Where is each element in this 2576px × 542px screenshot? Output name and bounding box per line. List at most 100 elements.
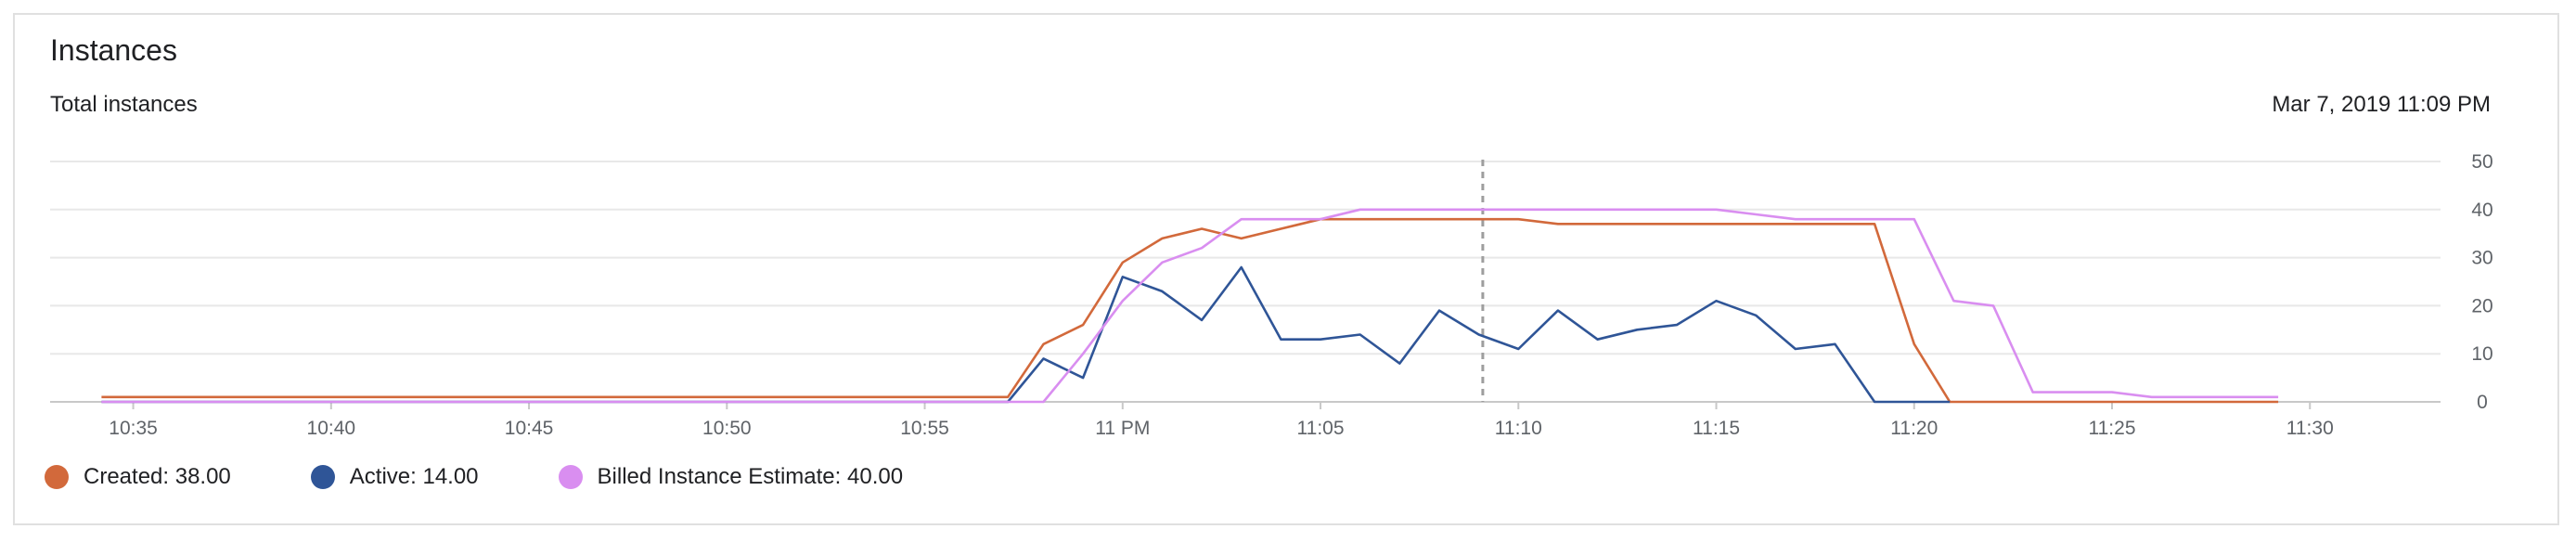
x-tick-label: 11:05	[1297, 418, 1345, 439]
y-tick-label-20: 20	[2471, 295, 2492, 316]
data-point-created	[1674, 221, 1680, 226]
y-tick-label-50: 50	[2471, 151, 2492, 173]
data-point-created	[1753, 221, 1758, 226]
data-point-billed	[1436, 207, 1442, 213]
data-point-active	[1947, 399, 1952, 405]
data-point-active	[1793, 346, 1798, 352]
data-point-billed	[1674, 207, 1680, 213]
data-point-billed	[1912, 216, 1917, 222]
legend-item-created[interactable]: Created: 38.00	[45, 464, 231, 490]
data-point-active	[1199, 317, 1204, 323]
legend-item-active[interactable]: Active: 14.00	[310, 464, 479, 490]
data-point-billed	[1833, 216, 1838, 222]
data-point-billed	[2109, 390, 2115, 395]
data-point-billed	[1080, 351, 1086, 356]
legend-item-billed[interactable]: Billed Instance Estimate: 40.00	[558, 464, 903, 490]
data-point-created	[1714, 221, 1719, 226]
data-point-billed	[1358, 207, 1363, 213]
x-tick-label: 11 PM	[1095, 418, 1150, 439]
data-point-billed	[98, 399, 104, 405]
data-point-billed	[1872, 216, 1877, 222]
data-point-active	[1753, 313, 1758, 318]
chart-subtitle: Total instances	[50, 92, 198, 117]
data-point-billed	[1239, 216, 1244, 222]
data-point-active	[1239, 265, 1244, 270]
data-point-created	[1595, 221, 1601, 226]
data-point-created	[1634, 221, 1640, 226]
data-point-created	[1278, 226, 1283, 232]
legend-swatch-created	[45, 465, 69, 489]
legend-label-created: Created: 38.00	[84, 464, 231, 489]
data-point-billed	[1159, 260, 1165, 265]
data-point-billed	[1476, 207, 1482, 213]
data-point-active	[1595, 337, 1601, 342]
data-point-billed	[1634, 207, 1640, 213]
data-point-billed	[1753, 212, 1758, 217]
data-point-billed	[1318, 216, 1323, 222]
x-tick-label: 10:40	[307, 418, 356, 439]
data-point-created	[1239, 236, 1244, 241]
data-point-active	[1515, 346, 1521, 352]
data-point-created	[98, 394, 104, 400]
chart-legend: Created: 38.00 Active: 14.00 Billed Inst…	[45, 464, 983, 490]
data-point-created	[1912, 342, 1917, 347]
x-tick-label: 10:55	[900, 418, 949, 439]
data-point-billed	[2275, 394, 2281, 400]
data-point-active	[1120, 274, 1126, 279]
data-point-active	[1872, 399, 1877, 405]
instances-card	[13, 13, 2559, 525]
data-point-active	[1159, 289, 1165, 294]
data-point-active	[1833, 342, 1838, 347]
data-point-active	[1714, 298, 1719, 303]
data-point-billed	[1041, 399, 1047, 405]
legend-swatch-active	[310, 465, 335, 489]
data-point-created	[2275, 399, 2281, 405]
series-line-billed[interactable]	[101, 208, 2279, 404]
data-point-billed	[1714, 207, 1719, 213]
x-tick-label: 10:45	[505, 418, 554, 439]
data-point-active	[1397, 361, 1402, 367]
data-point-active	[1555, 308, 1561, 314]
data-point-billed	[1397, 207, 1402, 213]
data-point-created	[1358, 216, 1363, 222]
data-point-created	[1041, 342, 1047, 347]
data-point-active	[1674, 322, 1680, 328]
y-tick-label-30: 30	[2471, 248, 2492, 269]
data-point-billed	[1199, 245, 1204, 251]
data-point-billed	[2069, 390, 2075, 395]
data-point-billed	[1120, 298, 1126, 303]
x-tick-label: 10:35	[109, 418, 158, 439]
data-point-billed	[2030, 390, 2036, 395]
x-tick-label: 10:50	[702, 418, 752, 439]
data-point-billed	[1595, 207, 1601, 213]
y-tick-label-0: 0	[2477, 392, 2488, 413]
data-point-active	[1436, 308, 1442, 314]
data-point-created	[1199, 226, 1204, 232]
series-line-active[interactable]	[101, 265, 1951, 404]
card-title: Instances	[50, 33, 177, 67]
data-point-billed	[1515, 207, 1521, 213]
data-point-active	[1278, 337, 1283, 342]
data-point-created	[1080, 322, 1086, 328]
legend-label-active: Active: 14.00	[349, 464, 479, 489]
x-tick-label: 11:15	[1693, 418, 1740, 439]
data-point-created	[1555, 221, 1561, 226]
data-point-created	[1515, 216, 1521, 222]
data-point-created	[1397, 216, 1402, 222]
data-point-active	[1318, 337, 1323, 342]
data-point-active	[1476, 332, 1482, 338]
y-tick-label-10: 10	[2471, 343, 2492, 365]
data-point-billed	[1278, 216, 1283, 222]
data-point-billed	[1555, 207, 1561, 213]
series-line-created[interactable]	[101, 217, 2279, 404]
data-point-active	[1041, 355, 1047, 361]
data-point-active	[1080, 375, 1086, 381]
x-tick-label: 11:10	[1495, 418, 1542, 439]
data-point-billed	[1793, 216, 1798, 222]
data-point-billed	[2149, 394, 2155, 400]
data-point-billed	[1990, 303, 1996, 308]
y-tick-label-40: 40	[2471, 200, 2492, 221]
data-point-created	[1476, 216, 1482, 222]
data-point-created	[1436, 216, 1442, 222]
